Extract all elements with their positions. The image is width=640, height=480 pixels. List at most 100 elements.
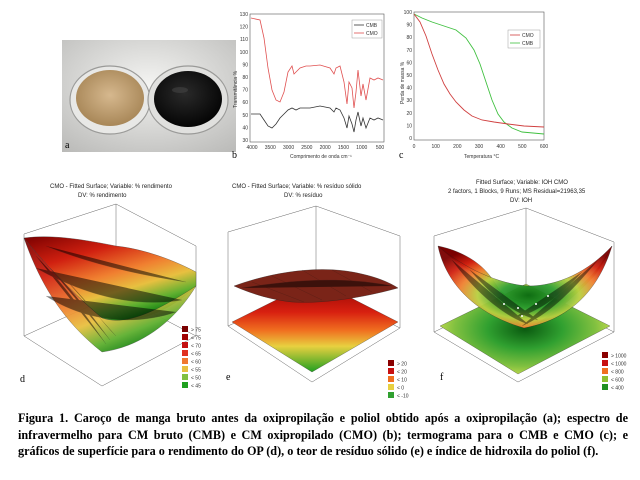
d-legend-swatch: [182, 366, 188, 372]
tga-x-tick-label: 500: [518, 144, 527, 150]
tga-y-tick-label: 90: [406, 23, 412, 29]
svg-text:CMO: CMO: [366, 31, 378, 37]
e-chart-subtitle: DV: % resíduo: [284, 193, 323, 199]
ir-x-tick-label: 2000: [320, 145, 331, 151]
f-chart-title: Fitted Surface; Variable: IOH CMO: [476, 180, 568, 186]
f-legend-swatch: [602, 352, 608, 358]
e-legend-swatch: [388, 384, 394, 390]
tga-y-tick-label: 40: [406, 86, 412, 92]
tga-legend: CMO CMB: [507, 29, 541, 49]
panel-d-yield-surface: CMO - Fitted Surface; Variable: % rendim…: [20, 184, 201, 390]
ir-y-tick-label: 130: [240, 12, 249, 18]
d-legend-label: > 75: [191, 328, 201, 334]
ir-x-tick-label: 500: [376, 145, 385, 151]
panel-letter-c: c: [399, 150, 404, 160]
ir-y-tick-label: 120: [240, 25, 249, 31]
f-points: [503, 295, 549, 317]
d-legend-swatch: [182, 342, 188, 348]
tga-y-tick-label: 80: [406, 35, 412, 41]
ir-y-tick-label: 100: [240, 50, 249, 56]
tga-y-tick-label: 70: [406, 48, 412, 54]
ir-x-axis-label: Comprimento de onda cm⁻¹: [290, 154, 352, 160]
tga-x-tick-label: 100: [431, 144, 440, 150]
d-legend-label: < 50: [191, 376, 201, 382]
e-legend-swatch: [388, 368, 394, 374]
ir-y-axis-label: Transmitância %: [233, 70, 239, 108]
tga-y-tick-label: 0: [409, 136, 412, 142]
e-chart-title: CMO - Fitted Surface; Variable: % resídu…: [232, 184, 362, 190]
f-legend: > 1000 < 1000 < 800 < 600 < 400: [602, 352, 627, 392]
ir-x-tick-label: 1000: [356, 145, 367, 151]
d-chart-subtitle: DV: % rendimento: [78, 193, 127, 199]
svg-text:CMB: CMB: [522, 41, 534, 47]
f-legend-label: < 600: [611, 378, 624, 384]
ir-x-tick-label: 4000: [246, 145, 257, 151]
panel-letter-a: a: [65, 140, 70, 151]
e-box-frame: [227, 205, 401, 383]
ir-series-cmo: [250, 17, 384, 109]
e-legend-label: < 0: [397, 386, 404, 392]
panel-a-photo: a: [62, 40, 236, 152]
tga-y-tick-label: 10: [406, 123, 412, 129]
panel-letter-e: e: [226, 372, 231, 383]
ir-y-tick-label: 70: [242, 88, 248, 94]
e-legend: > 20 < 20 < 10 < 0 < -10: [388, 360, 409, 398]
d-legend-swatch: [182, 374, 188, 380]
svg-text:CMO: CMO: [522, 33, 534, 39]
ir-x-tick-label: 3000: [283, 145, 294, 151]
f-legend-label: > 1000: [611, 354, 627, 360]
d-box-frame: [23, 203, 197, 387]
d-legend-label: < 45: [191, 384, 201, 390]
tga-y-tick-label: 60: [406, 60, 412, 66]
f-legend-swatch: [602, 384, 608, 390]
ir-y-tick-label: 30: [242, 138, 248, 144]
e-legend-swatch: [388, 376, 394, 382]
tga-y-tick-label: 30: [406, 98, 412, 104]
panel-f-ioh-surface: Fitted Surface; Variable: IOH CMO 2 fact…: [433, 180, 627, 392]
f-legend-label: < 1000: [611, 362, 627, 368]
e-legend-label: < 20: [397, 370, 407, 376]
d-surface-front: [23, 237, 197, 353]
figure-caption-text: Caroço de manga bruto antes da oxipropil…: [18, 411, 628, 458]
tga-x-ticks: 0 100 200 300 400 500 600: [413, 144, 549, 150]
ir-x-tick-label: 3500: [265, 145, 276, 151]
ir-series-cmb: [251, 105, 384, 133]
d-legend-swatch: [182, 358, 188, 364]
e-mesh: [241, 269, 393, 303]
d-chart-title: CMO - Fitted Surface; Variable: % rendim…: [50, 184, 173, 190]
tga-x-tick-label: 400: [496, 144, 505, 150]
f-legend-label: < 400: [611, 386, 624, 392]
f-legend-swatch: [602, 368, 608, 374]
ir-y-tick-label: 40: [242, 125, 248, 131]
d-legend-swatch: [182, 334, 188, 340]
d-legend-label: < 70: [191, 344, 201, 350]
tga-x-tick-label: 600: [540, 144, 549, 150]
f-surface-body: [437, 245, 613, 329]
f-legend-swatch: [602, 376, 608, 382]
e-legend-label: > 20: [397, 362, 407, 368]
ir-x-tick-label: 2500: [301, 145, 312, 151]
d-legend: > 75 < 75 < 70 < 65 < 60 < 55 < 50 < 45: [182, 326, 201, 390]
f-chart-subtitle: 2 factors, 1 Blocks, 9 Runs; MS Residual…: [448, 189, 586, 195]
d-legend-swatch: [182, 350, 188, 356]
f-legend-label: < 800: [611, 370, 624, 376]
svg-text:CMB: CMB: [366, 23, 378, 29]
d-legend-label: < 75: [191, 336, 201, 342]
d-legend-label: < 55: [191, 368, 201, 374]
ir-y-tick-label: 80: [242, 75, 248, 81]
tga-y-axis-label: Perda de massa %: [400, 61, 406, 104]
panel-e-residue-surface: CMO - Fitted Surface; Variable: % resídu…: [226, 184, 409, 398]
d-mesh: [35, 245, 187, 345]
tga-x-tick-label: 300: [475, 144, 484, 150]
e-legend-swatch: [388, 360, 394, 366]
d-legend-label: < 65: [191, 352, 201, 358]
figure-label: Figura 1.: [18, 411, 69, 425]
ir-x-ticks: 4000 3500 3000 2500 2000 1500 1000 500: [246, 145, 384, 151]
ir-y-tick-label: 90: [242, 62, 248, 68]
panel-b-ir-spectrum: 130 120 110 100 90 80 70 60 50 40 30 4000 3500 3000 2…: [232, 12, 384, 160]
f-box-frame: [433, 207, 615, 383]
panel-letter-f: f: [440, 372, 444, 383]
ir-legend: CMB CMO: [351, 19, 383, 39]
d-legend-label: < 60: [191, 360, 201, 366]
